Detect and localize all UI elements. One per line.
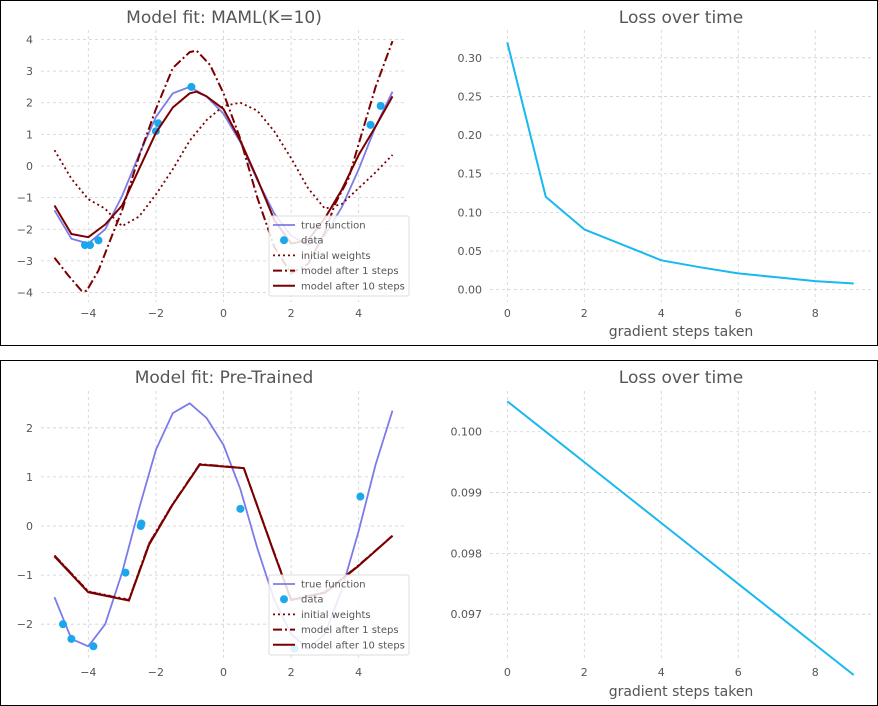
y-tick-label: 0.098 — [451, 547, 483, 560]
y-tick-label: −1 — [17, 569, 33, 582]
x-tick-label: 4 — [355, 666, 362, 679]
x-tick-label: 2 — [288, 666, 295, 679]
legend-box — [268, 215, 410, 297]
data-point — [366, 120, 375, 129]
fit-chart-maml: −4 −2 0 2 4 −4 −3 −2 −1 0 1 2 3 4 true function data ini… — [17, 30, 410, 320]
x-tick-label: 6 — [735, 307, 742, 320]
legend-label: true function — [301, 221, 366, 232]
data-point — [187, 82, 196, 91]
y-tick-label: 0.25 — [458, 90, 483, 103]
legend-label: true function — [301, 580, 366, 591]
legend-label: model after 1 steps — [301, 266, 399, 277]
y-tick-label: 0.100 — [451, 426, 483, 439]
y-tick-label: 4 — [26, 33, 33, 46]
legend: true function data initial weights model af… — [268, 574, 410, 656]
loss-chart-xlabel: gradient steps taken — [609, 684, 754, 700]
legend-marker — [280, 236, 288, 245]
x-tick-label: −2 — [148, 666, 164, 679]
loss-chart-xlabel: gradient steps taken — [609, 324, 754, 340]
model-after-1-steps-line — [53, 40, 394, 292]
fit-chart-pretrained: −4 −2 0 2 4 −2 −1 0 1 2 true function data initial w… — [17, 391, 410, 679]
y-tick-label: 0.30 — [458, 52, 483, 65]
data-point — [89, 642, 98, 651]
x-tick-label: 0 — [504, 307, 511, 320]
figure-panel-pretrained: Model fit: Pre-Trained Loss over time gr… — [0, 360, 878, 706]
pretrained-figure-svg: Model fit: Pre-Trained Loss over time gr… — [17, 368, 871, 700]
y-tick-label: 0.099 — [451, 487, 483, 500]
legend-label: data — [301, 595, 324, 606]
loss-chart-title: Loss over time — [619, 368, 743, 388]
x-tick-label: 2 — [581, 307, 588, 320]
y-tick-label: 0.05 — [458, 245, 483, 258]
x-tick-label: 0 — [220, 307, 227, 320]
legend-label: model after 10 steps — [301, 281, 405, 292]
data-point — [376, 101, 385, 110]
x-tick-label: −4 — [80, 666, 96, 679]
loss-chart-title: Loss over time — [619, 8, 743, 28]
data-point — [137, 519, 146, 528]
data-point — [86, 241, 95, 250]
data-point — [236, 504, 245, 513]
legend-label: model after 10 steps — [301, 640, 405, 651]
y-tick-label: 0.097 — [451, 608, 483, 621]
y-tick-label: 0.00 — [458, 284, 483, 297]
y-tick-label: 2 — [26, 97, 33, 110]
y-tick-label: −1 — [17, 192, 33, 205]
maml-figure-svg: Model fit: MAML(K=10) Loss over time gra… — [17, 8, 871, 340]
data-point — [67, 634, 76, 643]
initial-weights-line — [53, 101, 394, 228]
legend-box — [268, 574, 410, 656]
x-tick-label: 6 — [735, 666, 742, 679]
legend-marker — [280, 595, 288, 604]
loss-line — [506, 400, 855, 676]
y-tick-label: −2 — [17, 223, 33, 236]
legend-label: initial weights — [301, 610, 371, 621]
y-tick-label: 0 — [26, 520, 33, 533]
y-tick-label: 1 — [26, 471, 33, 484]
y-tick-label: 0.15 — [458, 168, 483, 181]
y-tick-label: 0.20 — [458, 129, 483, 142]
y-tick-label: 1 — [26, 128, 33, 141]
loss-chart-maml: 0 2 4 6 8 0.00 0.05 0.10 0.15 0.20 0.25 0.30 — [458, 30, 871, 320]
legend: true function data initial weights model af… — [268, 215, 410, 297]
x-tick-label: 2 — [581, 666, 588, 679]
y-tick-label: 0.10 — [458, 206, 483, 219]
loss-line — [506, 42, 854, 285]
loss-chart-pretrained: 0 2 4 6 8 0.097 0.098 0.099 0.100 — [451, 391, 871, 679]
data-point — [356, 492, 365, 501]
x-tick-label: 2 — [288, 307, 295, 320]
x-tick-label: 4 — [355, 307, 362, 320]
data-point — [94, 236, 103, 245]
fit-chart-title: Model fit: Pre-Trained — [135, 368, 314, 388]
y-tick-label: −3 — [17, 255, 33, 268]
figure-panel-maml: Model fit: MAML(K=10) Loss over time gra… — [0, 0, 878, 346]
legend-label: data — [301, 236, 324, 247]
x-tick-label: 4 — [658, 666, 665, 679]
data-point — [58, 620, 67, 629]
x-tick-label: 4 — [658, 307, 665, 320]
fit-chart-title: Model fit: MAML(K=10) — [126, 8, 322, 28]
y-tick-label: −2 — [17, 618, 33, 631]
x-tick-label: −2 — [148, 307, 164, 320]
model-after-10-steps-line — [53, 90, 394, 245]
y-tick-label: 0 — [26, 160, 33, 173]
x-tick-label: 8 — [812, 307, 819, 320]
x-tick-label: −4 — [80, 307, 96, 320]
legend-label: initial weights — [301, 251, 371, 262]
x-tick-label: 0 — [504, 666, 511, 679]
x-tick-label: 0 — [220, 666, 227, 679]
x-tick-label: 8 — [812, 666, 819, 679]
y-tick-label: 3 — [26, 65, 33, 78]
legend-label: model after 1 steps — [301, 625, 399, 636]
data-point — [121, 568, 130, 577]
y-tick-label: −4 — [17, 287, 33, 300]
y-tick-label: 2 — [26, 422, 33, 435]
